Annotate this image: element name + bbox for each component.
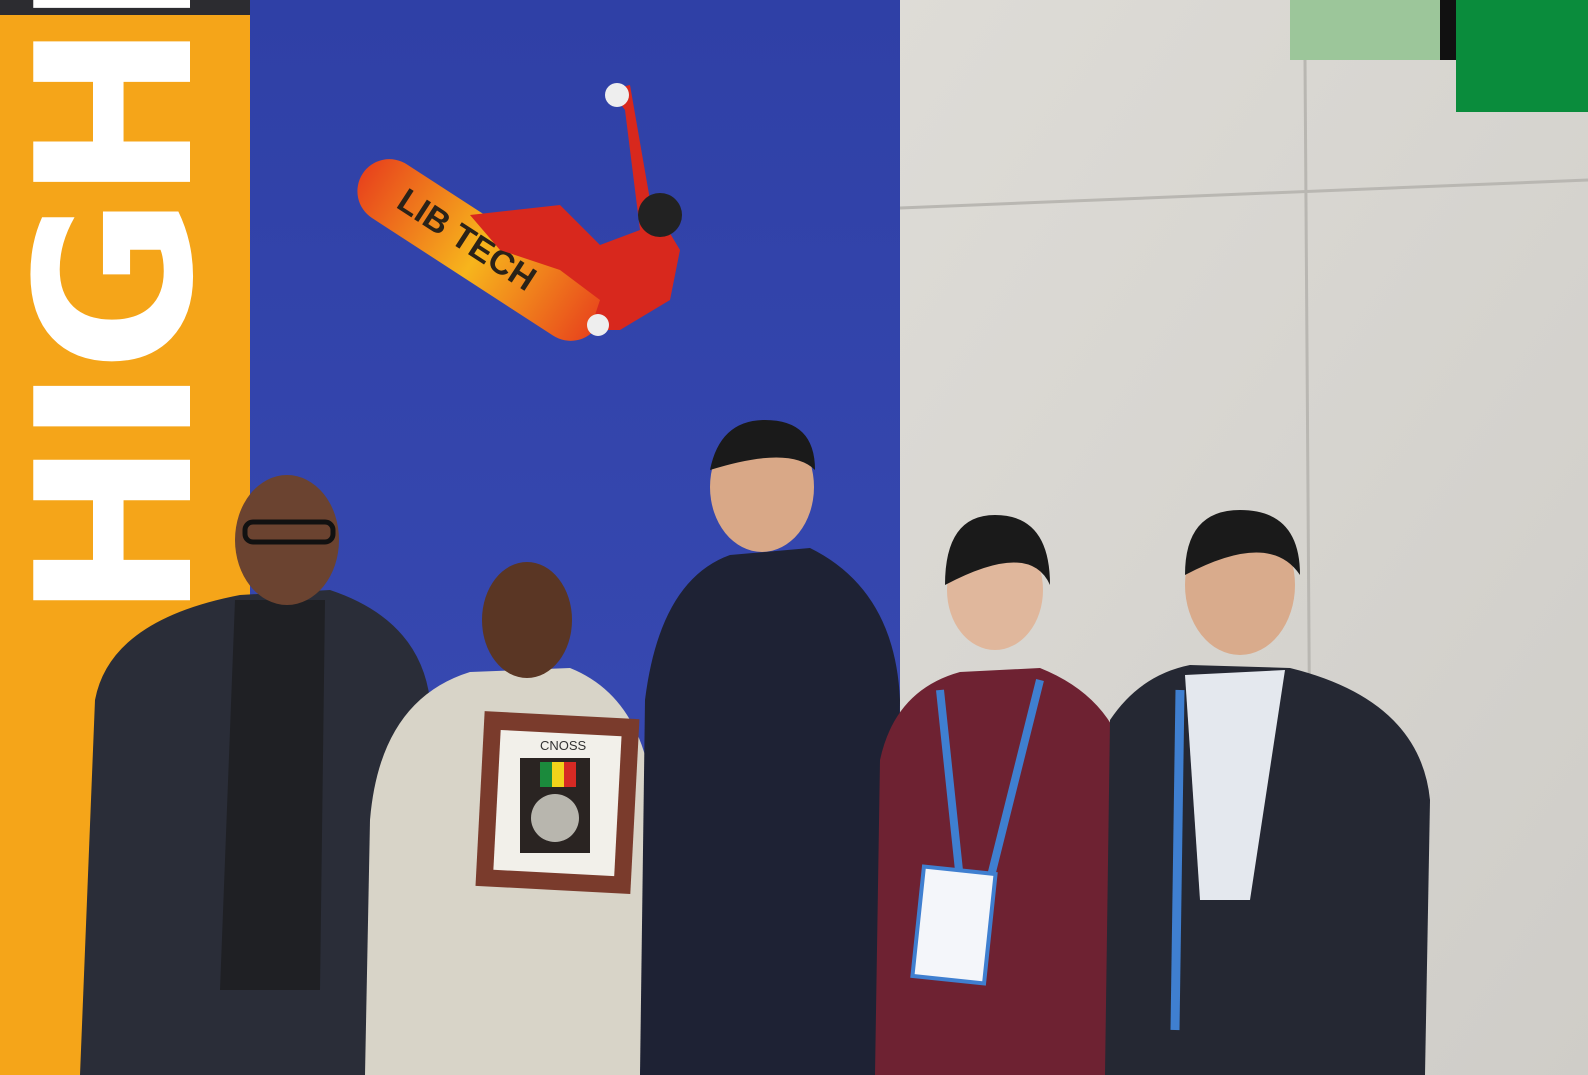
green-block [1456,0,1588,112]
person [640,420,900,1075]
person [80,475,430,1075]
rider-glove [587,314,609,336]
person [1105,510,1430,1075]
wall-seam [899,178,1588,210]
rider-glove [605,83,629,107]
rider-helmet [638,193,682,237]
banner-text: HIGHER [0,0,241,620]
plaque: CNOSS [475,711,640,894]
plaque-label: CNOSS [540,738,587,753]
green-block [1290,0,1440,60]
snowboard [357,159,603,341]
rider-suit [470,85,680,330]
black-block [1440,0,1456,60]
person [875,515,1130,1075]
banner-top [0,0,250,15]
